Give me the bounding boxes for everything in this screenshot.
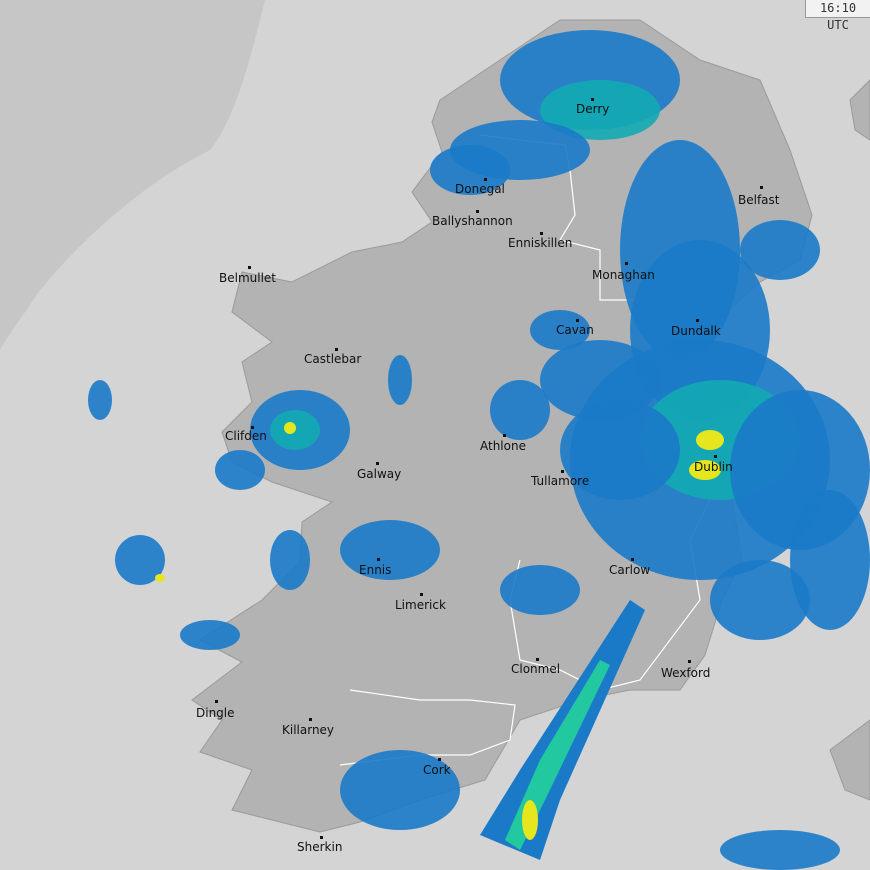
heavy-rain-cell <box>155 574 165 582</box>
city-label: Ballyshannon <box>432 214 513 228</box>
city-label: Cork <box>423 763 451 777</box>
city-label: Donegal <box>455 182 505 196</box>
city-label: Cavan <box>556 323 594 337</box>
city-marker <box>251 426 254 429</box>
city-marker <box>248 266 251 269</box>
heavy-rain-cell <box>696 430 724 450</box>
city-marker <box>591 98 594 101</box>
city-label: Derry <box>576 102 610 116</box>
city-marker <box>540 232 543 235</box>
city-marker <box>215 700 218 703</box>
rain-cell <box>88 380 112 420</box>
city-label: Sherkin <box>297 840 343 854</box>
city-marker <box>377 558 380 561</box>
rain-cell <box>270 530 310 590</box>
rain-cell <box>540 340 660 420</box>
city-label: Belfast <box>738 193 780 207</box>
rain-cell <box>720 830 840 870</box>
timestamp: 16:10 UTC <box>805 0 870 32</box>
rain-cell <box>340 520 440 580</box>
city-marker <box>376 462 379 465</box>
rain-cell <box>388 355 412 405</box>
rain-cell <box>790 490 870 630</box>
rain-cell <box>530 310 590 350</box>
city-label: Clifden <box>225 429 267 443</box>
city-label: Dublin <box>694 460 733 474</box>
city-marker <box>335 348 338 351</box>
heavy-rain-cell <box>522 800 538 840</box>
rain-cell <box>500 565 580 615</box>
city-label: Dingle <box>196 706 235 720</box>
city-label: Wexford <box>661 666 711 680</box>
city-label: Galway <box>357 467 402 481</box>
city-label: Castlebar <box>304 352 362 366</box>
city-label: Enniskillen <box>508 236 573 250</box>
city-marker <box>503 434 506 437</box>
city-marker <box>561 470 564 473</box>
wales-land <box>829 719 870 801</box>
city-marker <box>696 319 699 322</box>
city-label: Carlow <box>609 563 651 577</box>
city-label: Ennis <box>359 563 392 577</box>
city-label: Killarney <box>282 723 335 737</box>
heavy-rain-cell <box>284 422 296 434</box>
city-marker <box>625 262 628 265</box>
rain-cell <box>340 750 460 830</box>
rain-cell <box>180 620 240 650</box>
radar-rain-layer <box>88 30 870 870</box>
scotland-land <box>849 79 870 141</box>
city-label: Belmullet <box>219 271 276 285</box>
city-marker <box>320 836 323 839</box>
rain-cell <box>540 80 660 140</box>
rain-cell <box>490 380 550 440</box>
outer-range-area <box>0 0 265 350</box>
rain-cell <box>560 400 680 500</box>
city-marker <box>688 660 691 663</box>
city-label: Dundalk <box>671 324 721 338</box>
rain-cell <box>430 145 510 195</box>
city-label: Monaghan <box>592 268 655 282</box>
heavy-rain-cell <box>689 460 721 480</box>
city-marker <box>476 210 479 213</box>
city-marker <box>309 718 312 721</box>
rain-cell <box>740 220 820 280</box>
city-marker <box>438 758 441 761</box>
city-label: Limerick <box>395 598 446 612</box>
city-marker <box>420 593 423 596</box>
city-marker <box>536 658 539 661</box>
city-marker <box>484 178 487 181</box>
city-label: Tullamore <box>531 474 590 488</box>
rain-cell <box>215 450 265 490</box>
city-marker <box>576 319 579 322</box>
city-marker <box>760 186 763 189</box>
rain-cell <box>710 560 810 640</box>
city-label: Clonmel <box>511 662 561 676</box>
city-label: Athlone <box>480 439 526 453</box>
rain-cell <box>115 535 165 585</box>
city-marker <box>631 558 634 561</box>
city-marker <box>714 455 717 458</box>
